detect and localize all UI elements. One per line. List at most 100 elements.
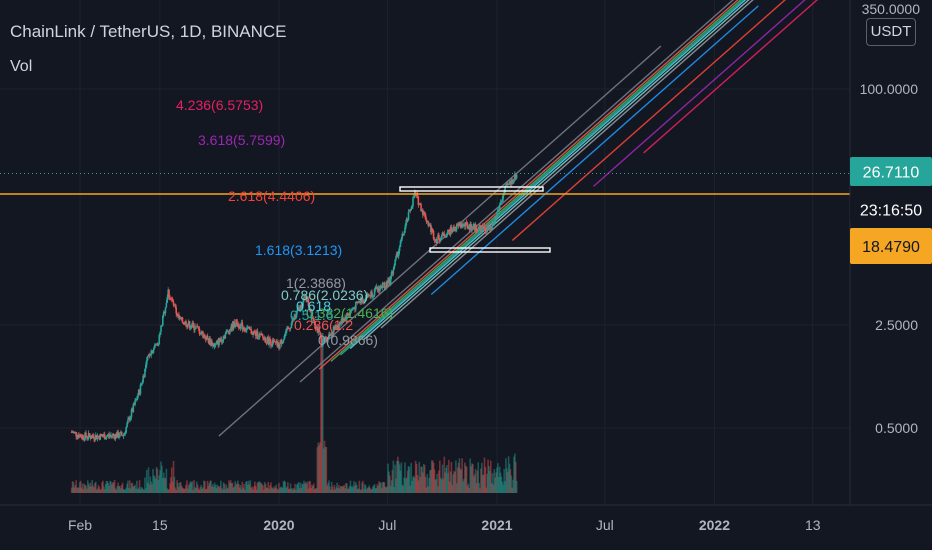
volume-bar [168, 489, 170, 493]
volume-bar [361, 482, 363, 493]
candle-body [324, 337, 327, 340]
volume-bar [281, 488, 284, 493]
volume-bar [156, 468, 159, 493]
volume-bar [157, 480, 160, 493]
volume-bar [180, 485, 183, 493]
candle-body [367, 293, 370, 296]
candle-body [223, 336, 226, 339]
volume-bar [479, 488, 481, 493]
volume-bar [85, 485, 87, 493]
candle-body [176, 313, 178, 316]
volume-bar [393, 487, 396, 493]
volume-bar [312, 485, 314, 493]
candle-body [409, 209, 412, 211]
volume-bar [372, 485, 375, 493]
volume-bar [338, 484, 340, 493]
candle-body [431, 229, 434, 231]
candle-body [260, 333, 262, 335]
candle-body [339, 322, 342, 324]
fib-channel-line [330, 0, 742, 362]
volume-bar [101, 482, 103, 493]
candle-body [115, 434, 118, 438]
volume-bar [455, 483, 458, 493]
candle-body [292, 319, 295, 321]
volume-bar [298, 488, 301, 493]
volume-bar [489, 460, 492, 493]
candle-body [406, 218, 409, 220]
candle-body [249, 329, 252, 331]
volume-bar [279, 486, 282, 493]
candle-body [120, 431, 123, 435]
volume-bar [388, 471, 390, 493]
candle-body [392, 269, 395, 274]
volume-bar [124, 489, 127, 493]
candle-body [84, 432, 86, 440]
symbol-title[interactable]: ChainLink / TetherUS, 1D, BINANCE [10, 22, 287, 41]
volume-bar [464, 462, 466, 493]
candle-body [70, 431, 73, 433]
candle-body [238, 327, 241, 329]
volume-bar [464, 465, 467, 493]
volume-bar [415, 464, 418, 493]
candle-body [313, 318, 315, 322]
volume-bar [130, 482, 133, 493]
candle-body [348, 313, 351, 316]
candle-body [507, 183, 510, 185]
candle-body [315, 326, 318, 329]
volume-bars [70, 333, 518, 493]
candle-body [346, 313, 348, 320]
candle-body [368, 295, 371, 297]
volume-bar [229, 480, 232, 493]
candle-body [126, 423, 128, 428]
candle-body [412, 197, 414, 207]
candle-body [226, 330, 228, 332]
volume-bar [86, 480, 89, 493]
candle-body [385, 282, 387, 288]
candle-body [449, 227, 452, 235]
volume-bar [166, 488, 169, 493]
candle-body [156, 344, 159, 346]
candle-body [513, 179, 515, 183]
volume-bar [368, 485, 371, 493]
candle-body [252, 331, 254, 335]
candle-body [96, 435, 99, 439]
volume-bar [82, 489, 85, 493]
volume-bar [496, 467, 498, 493]
currency-unit-button[interactable]: USDT [866, 18, 916, 46]
candle-body [251, 333, 253, 335]
volume-indicator-label[interactable]: Vol [10, 58, 33, 75]
volume-bar [258, 481, 261, 493]
volume-bar [513, 456, 515, 493]
volume-bar [383, 482, 386, 493]
candle-body [293, 316, 295, 320]
candle-body [144, 368, 146, 378]
fib-channel[interactable] [218, 0, 932, 437]
candle-body [446, 233, 448, 237]
candle-body [387, 280, 389, 286]
volume-bar [178, 487, 180, 493]
time-scale[interactable]: Feb 15 2020 Jul 2021 Jul 2022 13 [0, 504, 932, 533]
candle-body [288, 328, 291, 330]
candle-body [318, 329, 320, 332]
volume-bar [167, 489, 169, 493]
price-scale[interactable]: 350.0000 100.0000 2.5000 0.5000 26.7110 23:16… [849, 0, 932, 505]
time-tick-label: Feb [68, 517, 92, 533]
volume-bar [125, 487, 127, 493]
candle-body [148, 354, 151, 357]
volume-bar [112, 482, 115, 493]
candle-body [496, 212, 498, 217]
candle-body [125, 427, 127, 433]
candle-body [235, 319, 237, 326]
candle-body [234, 325, 236, 327]
horizontal-levels[interactable] [0, 172, 850, 253]
time-tick-label: 2020 [263, 517, 294, 533]
candle-body [482, 225, 485, 228]
candle-body [344, 316, 346, 321]
candle-body [311, 312, 313, 319]
volume-bar [120, 484, 123, 493]
candle-body [291, 319, 294, 323]
candle-body [262, 335, 264, 338]
candle-body [80, 436, 83, 438]
candle-body [122, 435, 125, 437]
